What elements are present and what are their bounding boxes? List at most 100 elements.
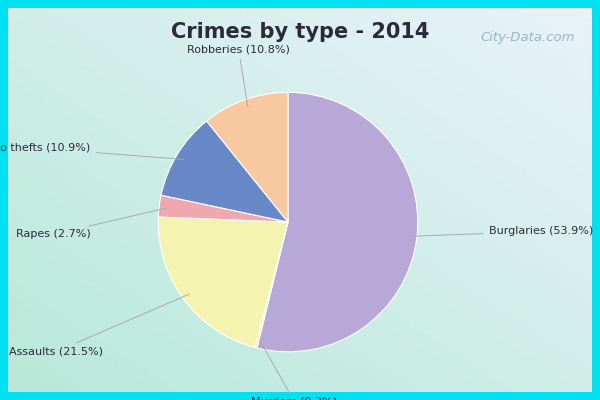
- Bar: [30, 200, 37, 205]
- Bar: [380, 186, 388, 190]
- Bar: [30, 166, 37, 171]
- Bar: [424, 133, 431, 138]
- Bar: [249, 70, 256, 75]
- Bar: [570, 286, 577, 291]
- Bar: [95, 296, 103, 301]
- Bar: [52, 142, 59, 147]
- Bar: [402, 190, 409, 195]
- Bar: [439, 238, 446, 243]
- Bar: [351, 8, 358, 13]
- Bar: [74, 186, 81, 190]
- Bar: [286, 70, 293, 75]
- Bar: [366, 378, 373, 382]
- Bar: [512, 186, 519, 190]
- Bar: [402, 61, 409, 66]
- Bar: [570, 56, 577, 61]
- Bar: [366, 373, 373, 378]
- Bar: [154, 142, 161, 147]
- Bar: [263, 123, 271, 128]
- Bar: [541, 214, 548, 219]
- Bar: [154, 253, 161, 258]
- Bar: [132, 248, 139, 253]
- Bar: [183, 128, 191, 133]
- Bar: [205, 18, 212, 22]
- Bar: [468, 51, 475, 56]
- Bar: [409, 262, 417, 267]
- Bar: [110, 8, 118, 13]
- Bar: [95, 46, 103, 51]
- Bar: [388, 339, 395, 344]
- Bar: [52, 80, 59, 85]
- Bar: [512, 18, 519, 22]
- Bar: [242, 310, 249, 315]
- Bar: [468, 277, 475, 282]
- Bar: [409, 238, 417, 243]
- Bar: [475, 8, 482, 13]
- Bar: [205, 176, 212, 181]
- Bar: [8, 238, 16, 243]
- Bar: [103, 109, 110, 114]
- Bar: [329, 157, 337, 162]
- Bar: [563, 32, 570, 37]
- Bar: [30, 373, 37, 378]
- Bar: [8, 282, 16, 286]
- Bar: [286, 325, 293, 330]
- Bar: [519, 253, 526, 258]
- Bar: [146, 291, 154, 296]
- Bar: [74, 219, 81, 224]
- Bar: [424, 37, 431, 42]
- Bar: [431, 66, 439, 70]
- Bar: [183, 22, 191, 27]
- Bar: [461, 253, 468, 258]
- Bar: [373, 66, 380, 70]
- Bar: [161, 13, 169, 18]
- Bar: [23, 282, 30, 286]
- Bar: [512, 373, 519, 378]
- Bar: [67, 61, 74, 66]
- Bar: [110, 109, 118, 114]
- Bar: [541, 32, 548, 37]
- Bar: [110, 99, 118, 104]
- Bar: [439, 22, 446, 27]
- Bar: [322, 330, 329, 334]
- Bar: [263, 373, 271, 378]
- Bar: [454, 286, 461, 291]
- Bar: [227, 253, 235, 258]
- Bar: [314, 344, 322, 349]
- Bar: [256, 282, 263, 286]
- Bar: [526, 46, 533, 51]
- Bar: [548, 286, 556, 291]
- Bar: [23, 344, 30, 349]
- Bar: [227, 162, 235, 166]
- Bar: [103, 70, 110, 75]
- Bar: [358, 118, 365, 123]
- Bar: [132, 234, 139, 238]
- Bar: [125, 18, 132, 22]
- Bar: [505, 286, 512, 291]
- Bar: [169, 166, 176, 171]
- Bar: [533, 382, 541, 387]
- Bar: [439, 253, 446, 258]
- Bar: [139, 99, 147, 104]
- Bar: [23, 27, 30, 32]
- Bar: [256, 66, 263, 70]
- Bar: [212, 234, 220, 238]
- Bar: [154, 85, 161, 90]
- Bar: [161, 37, 169, 42]
- Bar: [482, 291, 490, 296]
- Bar: [373, 61, 380, 66]
- Bar: [44, 8, 52, 13]
- Bar: [125, 128, 132, 133]
- Bar: [212, 104, 220, 109]
- Bar: [139, 123, 147, 128]
- Bar: [278, 339, 286, 344]
- Bar: [505, 214, 512, 219]
- Bar: [577, 18, 584, 22]
- Bar: [169, 344, 176, 349]
- Bar: [490, 8, 497, 13]
- Bar: [395, 286, 402, 291]
- Bar: [468, 128, 475, 133]
- Bar: [30, 267, 37, 272]
- Bar: [227, 277, 235, 282]
- Bar: [271, 162, 278, 166]
